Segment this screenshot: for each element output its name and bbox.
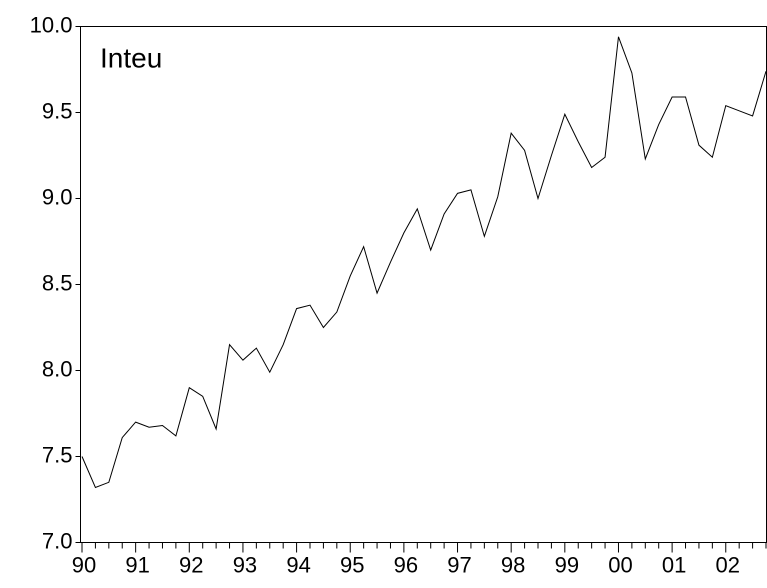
y-tick-label: 9.5 — [42, 98, 73, 123]
x-tick-label: 02 — [716, 552, 740, 577]
plot-frame — [80, 26, 767, 543]
y-tick-label: 10.0 — [30, 12, 73, 37]
x-tick-label: 93 — [233, 552, 257, 577]
x-tick-label: 94 — [286, 552, 310, 577]
y-tick-label: 7.5 — [42, 442, 73, 467]
x-tick-label: 91 — [125, 552, 149, 577]
y-tick-label: 9.0 — [42, 184, 73, 209]
x-tick-label: 92 — [179, 552, 203, 577]
x-tick-label: 01 — [662, 552, 686, 577]
x-tick-label: 00 — [608, 552, 632, 577]
x-tick-label: 95 — [340, 552, 364, 577]
x-tick-label: 99 — [555, 552, 579, 577]
x-tick-label: 96 — [394, 552, 418, 577]
series-label: Inteu — [100, 42, 162, 73]
y-tick-label: 8.0 — [42, 356, 73, 381]
data-line — [81, 36, 767, 489]
x-tick-label: 97 — [447, 552, 471, 577]
y-tick-label: 8.5 — [42, 270, 73, 295]
y-tick-label: 7.0 — [42, 528, 73, 553]
x-tick-label: 98 — [501, 552, 525, 577]
x-tick-label: 90 — [72, 552, 96, 577]
